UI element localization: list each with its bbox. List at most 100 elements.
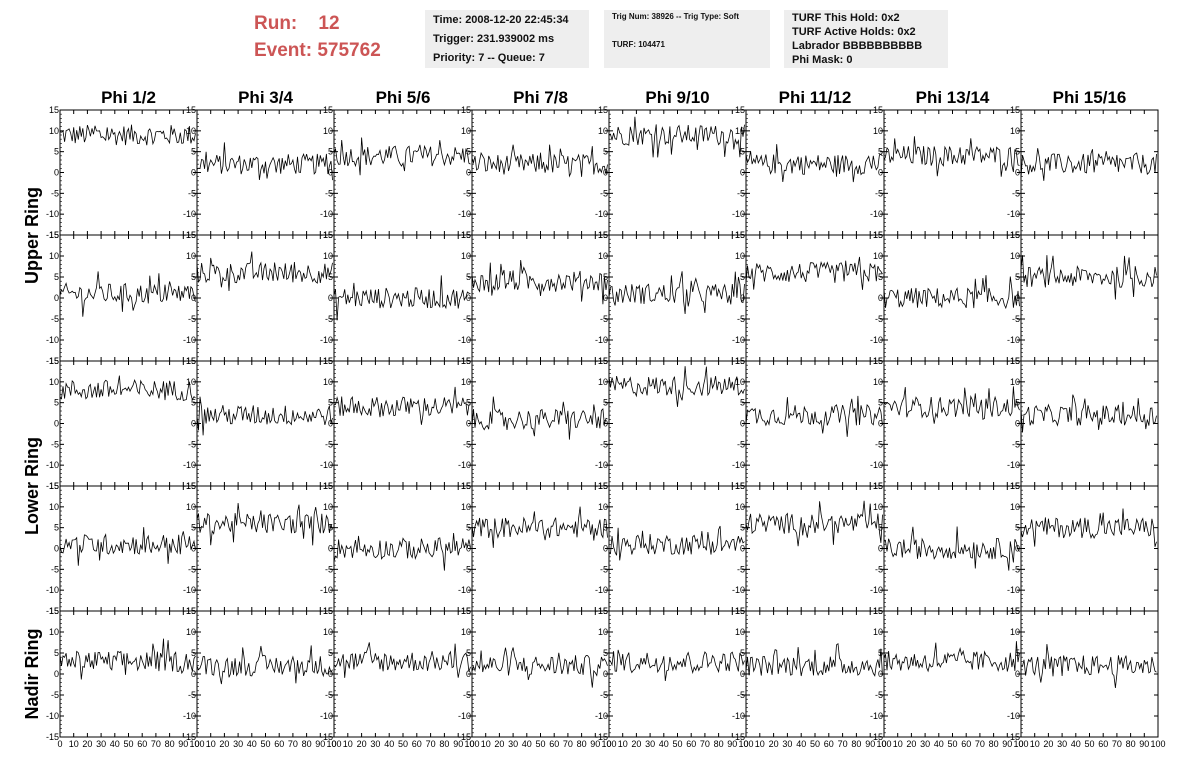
panel-frame-r1-c8 (1020, 109, 1159, 236)
x-tick-label: 40 (1071, 739, 1081, 749)
y-tick-label: 5 (603, 648, 608, 658)
y-tick-label: 5 (54, 272, 59, 282)
y-tick-label: 5 (54, 147, 59, 157)
x-tick-label: 80 (1126, 739, 1136, 749)
x-tick-label: 20 (1043, 739, 1053, 749)
y-tick-label: 10 (598, 502, 608, 512)
y-tick-label: 5 (1015, 272, 1020, 282)
y-tick-label: 10 (735, 502, 745, 512)
y-tick-label: 15 (598, 230, 608, 240)
y-tick-label: 15 (873, 356, 883, 366)
y-tick-label: 15 (735, 230, 745, 240)
y-tick-label: 5 (328, 523, 333, 533)
y-tick-label: -10 (732, 209, 745, 219)
panel-frame-r4-c2 (196, 485, 335, 612)
y-tick-label: -10 (870, 585, 883, 595)
y-tick-label: 15 (598, 105, 608, 115)
waveform-trace-r3-c2 (196, 396, 333, 436)
y-tick-label: 10 (873, 251, 883, 261)
y-tick-label: 10 (735, 251, 745, 261)
x-tick-label: 0 (743, 739, 748, 749)
x-tick-label: 100 (738, 739, 753, 749)
y-tick-label: 10 (598, 251, 608, 261)
y-tick-label: 10 (1010, 502, 1020, 512)
y-tick-label: -5 (600, 564, 608, 574)
y-tick-label: 0 (1015, 293, 1020, 303)
y-tick-label: -10 (320, 209, 333, 219)
y-tick-label: 5 (878, 147, 883, 157)
turf-active-holds-text: TURF Active Holds: 0x2 (792, 26, 916, 38)
x-tick-label: 40 (659, 739, 669, 749)
x-tick-label: 20 (494, 739, 504, 749)
column-header-8: Phi 15/16 (1053, 88, 1127, 107)
y-tick-label: 0 (878, 168, 883, 178)
waveform-trace-r3-c3 (333, 386, 471, 425)
y-tick-label: 0 (878, 544, 883, 554)
x-tick-label: 90 (590, 739, 600, 749)
time-info-box: Time: 2008-12-20 22:45:34 Trigger: 231.9… (425, 10, 589, 68)
y-tick-label: 5 (603, 523, 608, 533)
y-tick-label: 10 (735, 126, 745, 136)
y-tick-label: 15 (323, 356, 333, 366)
panel-frame-r1-c7 (883, 109, 1022, 236)
y-tick-label: 5 (740, 398, 745, 408)
y-tick-label: -10 (46, 335, 59, 345)
x-tick-label: 0 (469, 739, 474, 749)
y-tick-label: -10 (320, 460, 333, 470)
y-tick-label: 10 (186, 251, 196, 261)
y-tick-label: 0 (603, 168, 608, 178)
y-tick-label: 10 (461, 627, 471, 637)
x-tick-label: 10 (69, 739, 79, 749)
y-tick-label: -5 (737, 690, 745, 700)
panel-frame-r5-c3 (333, 610, 473, 738)
y-tick-label: 5 (603, 398, 608, 408)
x-tick-label: 50 (810, 739, 820, 749)
waveform-trace-r1-c3 (333, 137, 471, 176)
y-tick-label: 5 (191, 398, 196, 408)
y-tick-label: 5 (54, 523, 59, 533)
y-tick-label: -15 (46, 732, 59, 742)
column-header-7: Phi 13/14 (916, 88, 990, 107)
y-tick-label: 10 (186, 627, 196, 637)
waveform-trace-r5-c5 (608, 649, 745, 682)
y-tick-label: -10 (46, 585, 59, 595)
y-tick-label: -5 (737, 564, 745, 574)
y-tick-label: 15 (735, 356, 745, 366)
panel-frame-r3-c8 (1020, 360, 1159, 487)
x-tick-label: 20 (82, 739, 92, 749)
x-tick-label: 60 (137, 739, 147, 749)
panel-frame-r3-c4 (471, 360, 610, 487)
x-tick-label: 30 (920, 739, 930, 749)
x-tick-label: 60 (549, 739, 559, 749)
y-tick-label: 0 (878, 669, 883, 679)
x-tick-label: 100 (876, 739, 891, 749)
y-tick-label: 5 (466, 523, 471, 533)
run-value: 12 (318, 13, 340, 34)
turf-text: TURF: 104471 (612, 40, 665, 49)
y-tick-label: -10 (870, 209, 883, 219)
y-tick-label: 10 (598, 627, 608, 637)
trig-num-text: Trig Num: 38926 -- Trig Type: Soft (612, 12, 739, 21)
y-tick-label: -15 (595, 732, 608, 742)
waveform-trace-r2-c3 (333, 275, 471, 321)
y-tick-label: 15 (598, 606, 608, 616)
y-tick-label: -5 (875, 564, 883, 574)
waveform-trace-r4-c4 (471, 506, 608, 548)
waveform-trace-r5-c8 (1020, 644, 1157, 688)
y-tick-label: 10 (1010, 251, 1020, 261)
x-tick-label: 40 (796, 739, 806, 749)
column-header-1: Phi 1/2 (101, 88, 156, 107)
trigger-text: Trigger: 231.939002 ms (433, 33, 555, 45)
y-tick-label: 0 (1015, 168, 1020, 178)
y-tick-label: 0 (191, 669, 196, 679)
y-tick-label: 5 (1015, 398, 1020, 408)
y-tick-label: 5 (54, 648, 59, 658)
y-tick-label: 0 (466, 669, 471, 679)
panel-frame-r5-c4 (471, 610, 610, 738)
x-tick-label: 50 (1084, 739, 1094, 749)
y-tick-label: 0 (603, 544, 608, 554)
y-tick-label: 10 (49, 627, 59, 637)
y-tick-label: 0 (603, 419, 608, 429)
y-tick-label: 15 (49, 481, 59, 491)
x-tick-label: 50 (398, 739, 408, 749)
